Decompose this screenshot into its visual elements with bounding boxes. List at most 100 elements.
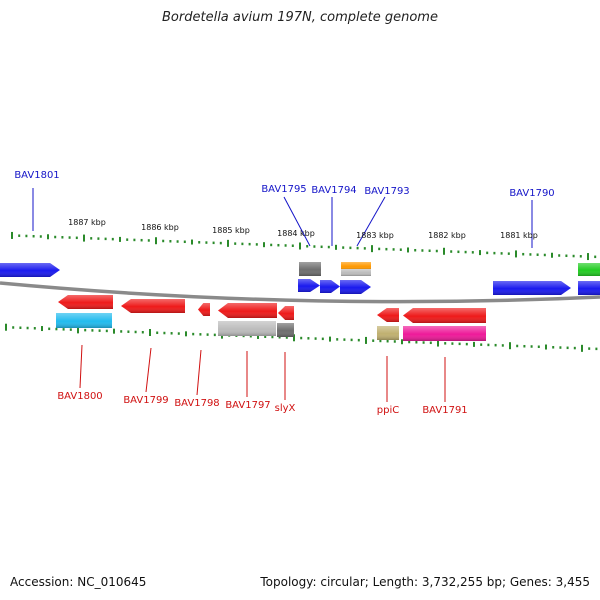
inner-ruler-tick	[336, 338, 339, 341]
gene-feature-shading	[320, 280, 340, 293]
outer-ruler-tick	[579, 255, 582, 258]
inner-ruler-tick	[401, 339, 403, 345]
outer-ruler-tick	[464, 250, 467, 254]
outer-ruler-tick	[248, 242, 251, 246]
ruler-label: 1887 kbp	[68, 218, 106, 227]
outer-ruler-tick	[191, 239, 193, 245]
genome-backbone	[0, 281, 600, 304]
inner-ruler-tick	[77, 326, 79, 334]
outer-ruler-tick	[104, 237, 107, 241]
outer-ruler-tick	[126, 238, 129, 241]
inner-ruler-tick	[552, 346, 555, 349]
outer-ruler-tick	[493, 251, 496, 255]
inner-ruler-tick	[595, 347, 598, 351]
ruler-label: 1881 kbp	[500, 231, 538, 240]
outer-ruler-tick	[536, 253, 539, 256]
inner-ruler-tick	[321, 337, 324, 341]
gene-feature-shading	[578, 281, 600, 295]
inner-ruler-tick	[357, 338, 360, 342]
inner-ruler-tick	[581, 344, 583, 352]
outer-ruler	[11, 231, 597, 261]
outer-ruler-tick	[140, 238, 143, 242]
map-title: Bordetella avium 197N, complete genome	[162, 10, 438, 25]
inner-ruler-tick	[278, 336, 281, 339]
outer-ruler-tick	[335, 244, 337, 250]
gene-feature-shading	[0, 263, 60, 277]
outer-ruler-tick	[111, 237, 114, 241]
inner-ruler-tick	[141, 330, 144, 334]
outer-ruler-tick	[522, 252, 525, 256]
reverse-gene-label[interactable]: slyX	[275, 403, 296, 414]
reverse-gene-label[interactable]: BAV1800	[57, 391, 102, 402]
inner-ruler-tick	[588, 347, 591, 350]
inner-ruler-tick	[516, 344, 519, 348]
inner-ruler-tick	[285, 336, 288, 339]
outer-ruler-tick	[83, 234, 85, 242]
inner-ruler-tick	[300, 336, 303, 340]
outer-ruler-tick	[572, 254, 575, 258]
inner-ruler-tick	[134, 330, 137, 334]
inner-ruler-tick	[487, 343, 490, 347]
inner-ruler-tick	[415, 341, 418, 344]
outer-ruler-tick	[327, 245, 330, 249]
outer-ruler-tick	[284, 244, 287, 247]
outer-ruler-tick	[479, 250, 481, 256]
outer-ruler-tick	[515, 250, 517, 258]
forward-gene-label[interactable]: BAV1795	[261, 184, 306, 195]
forward-gene-label[interactable]: BAV1801	[14, 170, 59, 181]
forward-gene-label[interactable]: BAV1793	[364, 186, 409, 197]
outer-ruler-tick	[75, 236, 78, 240]
outer-ruler-tick	[147, 239, 150, 242]
outer-ruler-tick	[435, 249, 438, 253]
outer-ruler-tick	[255, 243, 258, 246]
outer-ruler-tick	[414, 248, 417, 252]
gene-feature-shading	[299, 262, 321, 276]
reverse-gene-label[interactable]: ppiC	[377, 405, 399, 416]
ruler-label: 1884 kbp	[277, 229, 315, 238]
outer-ruler-tick	[587, 253, 589, 261]
gene-feature-shading	[278, 306, 294, 320]
inner-ruler-tick	[494, 343, 497, 347]
outer-ruler-tick	[47, 234, 49, 240]
outer-ruler-tick	[529, 253, 532, 256]
ruler-label: 1883 kbp	[356, 231, 394, 240]
gene-feature-shading	[341, 269, 371, 276]
outer-ruler-tick	[428, 249, 431, 253]
inner-ruler-tick	[509, 342, 511, 350]
reverse-gene-label[interactable]: BAV1799	[123, 395, 168, 406]
inner-ruler-tick	[69, 328, 72, 331]
inner-ruler-tick	[41, 326, 43, 332]
inner-ruler-tick	[465, 342, 468, 346]
outer-ruler-tick	[162, 239, 165, 243]
outer-ruler-tick	[241, 242, 244, 246]
outer-ruler-tick	[263, 242, 265, 248]
inner-ruler-tick	[185, 331, 187, 337]
reverse-gene-label[interactable]: BAV1791	[422, 405, 467, 416]
inner-ruler-tick	[192, 332, 195, 336]
outer-ruler-tick	[133, 238, 136, 242]
outer-ruler-tick	[183, 240, 186, 244]
reverse-gene-label[interactable]: BAV1797	[225, 400, 270, 411]
outer-ruler-tick	[471, 251, 474, 254]
inner-ruler-tick	[55, 327, 58, 331]
outer-ruler-tick	[306, 245, 309, 248]
inner-ruler-tick	[12, 326, 15, 329]
inner-ruler-tick	[62, 328, 65, 331]
inner-ruler-tick	[206, 333, 209, 336]
inner-ruler-tick	[372, 339, 375, 342]
gene-feature-shading	[403, 326, 486, 341]
reverse-leader-line	[79, 344, 83, 389]
forward-gene-label[interactable]: BAV1790	[509, 188, 554, 199]
reverse-gene-label[interactable]: BAV1798	[174, 398, 219, 409]
outer-ruler-tick	[68, 236, 71, 239]
gene-feature-shading	[377, 308, 399, 322]
gene-feature-shading	[298, 279, 320, 292]
outer-ruler-tick	[421, 249, 424, 252]
inner-ruler-tick	[149, 329, 151, 336]
outer-ruler-tick	[11, 231, 13, 239]
forward-gene-label[interactable]: BAV1794	[311, 185, 356, 196]
outer-ruler-tick	[219, 241, 222, 245]
inner-ruler-tick	[408, 340, 411, 344]
outer-ruler-tick	[342, 246, 345, 249]
inner-ruler-tick	[264, 335, 267, 338]
